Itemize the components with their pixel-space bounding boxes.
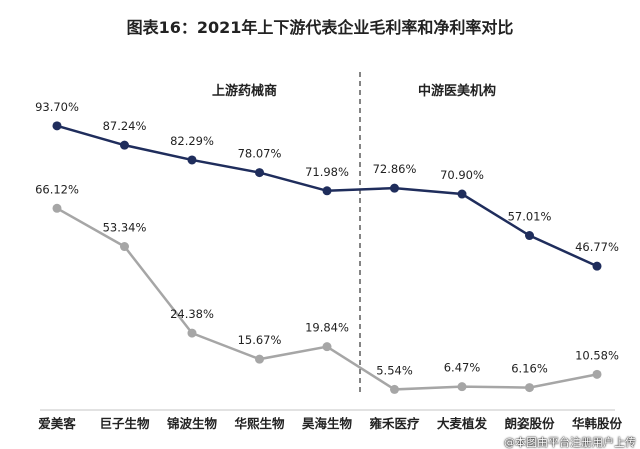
- data-label: 53.34%: [103, 221, 147, 235]
- series-line-毛利率: [56, 124, 598, 268]
- data-label: 71.98%: [305, 165, 349, 179]
- data-point: [120, 140, 129, 150]
- data-point: [592, 369, 602, 379]
- data-label: 66.12%: [35, 182, 79, 196]
- group-label-upstream: 上游药械商: [212, 84, 278, 99]
- data-label: 78.07%: [238, 147, 282, 161]
- data-label: 24.38%: [170, 307, 214, 321]
- data-label: 93.70%: [35, 100, 79, 114]
- data-point: [52, 203, 62, 213]
- x-tick-label: 雍禾医疗: [369, 416, 420, 431]
- data-point: [457, 189, 467, 199]
- data-label: 72.86%: [373, 162, 417, 176]
- data-label: 10.58%: [575, 348, 619, 362]
- x-tick-label: 锦波生物: [167, 416, 218, 431]
- chart-title: 图表16：2021年上下游代表企业毛利率和净利率对比: [126, 18, 514, 37]
- data-label: 15.67%: [238, 333, 282, 347]
- group-label-midstream: 中游医美机构: [418, 84, 497, 99]
- data-label: 87.24%: [103, 119, 147, 133]
- data-point: [390, 183, 399, 193]
- data-label: 57.01%: [508, 210, 552, 224]
- data-label: 5.54%: [376, 363, 413, 377]
- data-point: [322, 342, 332, 352]
- data-point: [52, 121, 62, 131]
- data-label: 82.29%: [170, 134, 214, 148]
- data-point: [525, 383, 534, 393]
- watermark: @本图由平台注册用户上传: [504, 436, 636, 449]
- data-point: [592, 261, 602, 271]
- data-point: [255, 354, 264, 364]
- data-point: [390, 384, 399, 394]
- data-label: 6.47%: [444, 361, 481, 375]
- data-point: [255, 168, 264, 178]
- x-tick-label: 华熙生物: [234, 416, 285, 431]
- data-label: 46.77%: [575, 240, 619, 254]
- x-tick-label: 巨子生物: [99, 416, 150, 431]
- x-tick-label: 昊海生物: [302, 416, 353, 431]
- x-tick-label: 华韩股份: [572, 416, 623, 431]
- data-point: [525, 231, 534, 241]
- data-point: [322, 186, 332, 196]
- data-point: [187, 155, 197, 165]
- x-tick-label: 爱美客: [38, 416, 76, 431]
- x-tick-label: 朗姿股份: [504, 416, 555, 431]
- data-label: 6.16%: [511, 362, 548, 376]
- data-point: [120, 242, 129, 252]
- data-point: [187, 328, 197, 338]
- data-point: [457, 382, 467, 392]
- x-tick-label: 大麦植发: [437, 416, 488, 431]
- data-label: 70.90%: [440, 168, 484, 182]
- data-label: 19.84%: [305, 321, 349, 335]
